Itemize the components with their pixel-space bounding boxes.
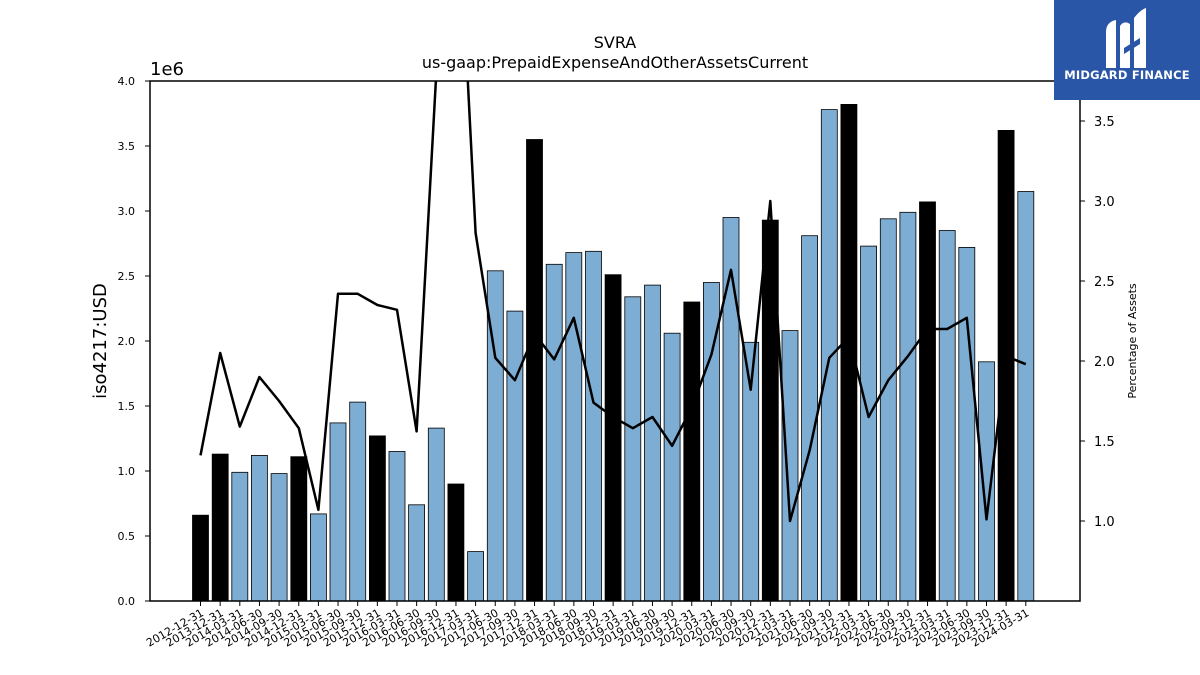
bar (820, 109, 838, 602)
bar (290, 456, 308, 602)
y2-tick-label: 2.0 (1094, 355, 1115, 370)
y-tick-label: 3.0 (118, 205, 136, 218)
bar (840, 104, 858, 602)
percentage-line (199, 81, 1027, 523)
bar (585, 250, 602, 602)
bar (309, 513, 327, 602)
bar (683, 301, 701, 602)
bar (604, 274, 622, 602)
bar (938, 230, 956, 602)
bar (250, 454, 268, 602)
y-offset-label: 1e6 (150, 59, 184, 80)
y2-axis-label: Percentage of Assets (1126, 283, 1139, 399)
bar (231, 471, 249, 602)
bar (467, 551, 485, 602)
bar (781, 330, 799, 602)
logo-mark-icon (1106, 8, 1146, 68)
bar (644, 284, 661, 602)
bar (408, 504, 426, 602)
y2-tick-label: 3.5 (1094, 115, 1115, 130)
bar (663, 332, 681, 602)
bar (506, 310, 524, 602)
y-tick-label: 2.5 (118, 270, 136, 283)
bar (624, 296, 642, 602)
bar-series (192, 104, 1035, 602)
axes: 0.0 0.5 1.0 1.5 2.0 2.5 3.0 3.5 4.0 1.0 1.5 2.0 2.5 3… (118, 75, 1115, 650)
bar (270, 473, 288, 602)
y-tick-label: 1.5 (118, 400, 136, 413)
percentage-line-series (199, 81, 1027, 523)
bar (919, 201, 936, 602)
y-tick-label: 1.0 (118, 465, 136, 478)
bar (192, 514, 209, 602)
y-tick-label: 2.0 (118, 335, 136, 348)
bar (899, 211, 917, 602)
bar (526, 139, 543, 602)
bar (329, 422, 347, 602)
midgard-finance-logo: MIDGARD FINANCE (1054, 0, 1200, 100)
bar (349, 401, 367, 602)
bar (427, 427, 445, 602)
y-axis-label: iso4217:USD (90, 283, 111, 399)
y2-tick-label: 1.5 (1094, 435, 1115, 450)
bar (388, 451, 406, 602)
bar (860, 245, 877, 602)
y2-tick-label: 1.0 (1094, 515, 1115, 530)
bar (1017, 191, 1035, 602)
logo-text: MIDGARD FINANCE (1064, 68, 1190, 82)
bar (545, 263, 563, 602)
y-tick-label: 3.5 (118, 140, 136, 153)
y2-tick-label: 2.5 (1094, 275, 1115, 290)
bar (565, 252, 583, 602)
chart-subtitle: us-gaap:PrepaidExpenseAndOtherAssetsCurr… (422, 53, 808, 72)
y2-tick-label: 3.0 (1094, 195, 1115, 210)
bar (447, 483, 465, 602)
bar (211, 453, 229, 602)
y-tick-label: 0.5 (118, 530, 136, 543)
y-tick-label: 4.0 (118, 75, 136, 88)
chart-title: SVRA (594, 33, 637, 52)
bar (879, 218, 897, 602)
y-tick-label: 0.0 (118, 595, 136, 608)
bar (958, 246, 976, 602)
bar (368, 435, 386, 602)
